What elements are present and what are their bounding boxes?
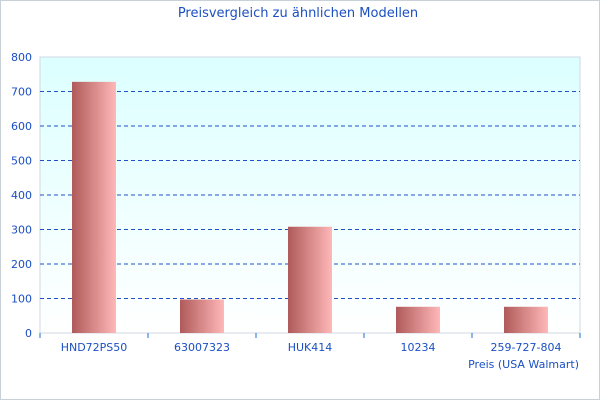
y-tick-label: 100 [11, 293, 32, 306]
y-tick-label: 400 [11, 189, 32, 202]
y-tick-label: 200 [11, 258, 32, 271]
bar [180, 299, 224, 333]
chart-title: Preisvergleich zu ähnlichen Modellen [178, 6, 418, 21]
y-tick-label: 0 [25, 327, 32, 340]
bar [288, 226, 332, 333]
y-tick-label: 600 [11, 120, 32, 133]
x-tick-label: HUK414 [288, 341, 333, 354]
x-tick-label: HND72PS50 [61, 341, 128, 354]
x-axis-label: Preis (USA Walmart) [468, 358, 579, 371]
x-tick-label: 259-727-804 [491, 341, 562, 354]
x-tick-label: 63007323 [174, 341, 230, 354]
bar [72, 81, 116, 333]
y-tick-label: 700 [11, 86, 32, 99]
y-tick-label: 800 [11, 51, 32, 64]
y-tick-label: 300 [11, 224, 32, 237]
bar [396, 306, 440, 333]
bar [504, 306, 548, 333]
x-tick-label: 10234 [401, 341, 436, 354]
y-tick-label: 500 [11, 155, 32, 168]
